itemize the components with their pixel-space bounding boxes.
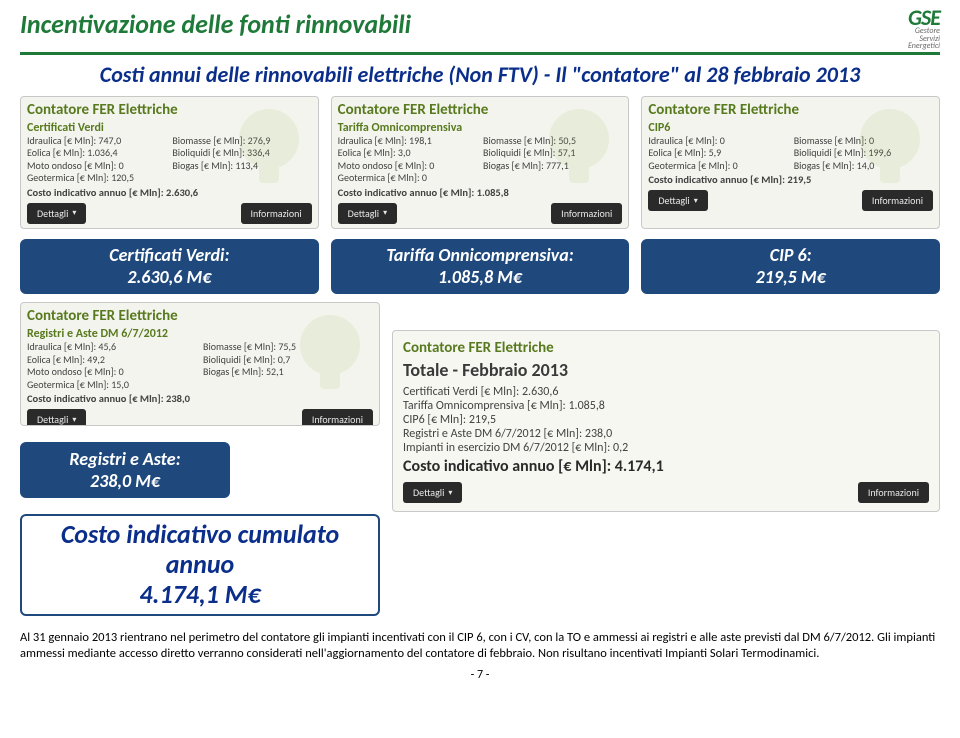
summary-line: Tariffa Onnicomprensiva: — [343, 245, 618, 267]
totale-title: Totale - Febbraio 2013 — [403, 359, 929, 381]
page-number: - 7 - — [0, 668, 960, 682]
chevron-down-icon: ▾ — [383, 208, 387, 218]
chevron-down-icon: ▾ — [694, 196, 698, 206]
counter-head: Contatore FER Elettriche — [338, 101, 623, 119]
tot-line: CIP6 [€ Mln]: 219,5 — [403, 413, 929, 427]
counter-tariffa-omnicomprensiva: Contatore FER Elettriche Tariffa Omnicom… — [331, 96, 630, 229]
costo-line: Costo indicativo annuo [€ Mln]: 219,5 — [648, 173, 933, 186]
costo-line: Costo indicativo annuo [€ Mln]: 1.085,8 — [338, 186, 623, 199]
gse-logo: GSE Gestore Servizi Energetici — [908, 8, 940, 50]
cumulato-value: 4.174,1 M€ — [30, 580, 370, 610]
informazioni-button[interactable]: Informazioni — [241, 203, 312, 224]
footnote: Al 31 gennaio 2013 rientrano nel perimet… — [0, 616, 960, 663]
summary-value: 2.630,6 M€ — [32, 267, 307, 289]
summary-row-1: Certificati Verdi: 2.630,6 M€ Tariffa On… — [0, 229, 960, 294]
summary-line: CIP 6: — [653, 245, 928, 267]
informazioni-button[interactable]: Informazioni — [302, 409, 373, 426]
dettagli-button[interactable]: Dettagli▾ — [338, 203, 397, 224]
dettagli-button[interactable]: Dettagli▾ — [648, 190, 707, 211]
summary-cip6: CIP 6: 219,5 M€ — [641, 239, 940, 294]
counter-cip6: Contatore FER Elettriche CIP6 Idraulica … — [641, 96, 940, 229]
counter-head: Contatore FER Elettriche — [648, 101, 933, 119]
totale-panel: Contatore FER Elettriche Totale - Febbra… — [392, 330, 940, 512]
counter-head: Contatore FER Elettriche — [403, 339, 929, 357]
summary-cv: Certificati Verdi: 2.630,6 M€ — [20, 239, 319, 294]
tot-line: Certificati Verdi [€ Mln]: 2.630,6 — [403, 385, 929, 399]
data-line: Geotermica [€ Mln]: 0 — [338, 172, 477, 185]
informazioni-button[interactable]: Informazioni — [551, 203, 622, 224]
cumulato-line: Costo indicativo cumulato annuo — [30, 520, 370, 580]
counter-registri-aste: Contatore FER Elettriche Registri e Aste… — [20, 302, 380, 426]
data-line: Geotermica [€ Mln]: 120,5 — [27, 172, 166, 185]
summary-to: Tariffa Onnicomprensiva: 1.085,8 M€ — [331, 239, 630, 294]
header-underline — [20, 52, 940, 55]
data-line: Moto ondoso [€ Mln]: 0 — [27, 366, 197, 379]
tot-line: Registri e Aste DM 6/7/2012 [€ Mln]: 238… — [403, 427, 929, 441]
summary-value: 1.085,8 M€ — [343, 267, 618, 289]
data-line: Biogas [€ Mln]: 777,1 — [483, 160, 622, 173]
scheme-label: Certificati Verdi — [27, 121, 312, 135]
tot-line: Tariffa Omnicomprensiva [€ Mln]: 1.085,8 — [403, 399, 929, 413]
summary-value: 238,0 M€ — [32, 470, 218, 492]
summary-line: Registri e Aste: — [32, 448, 218, 470]
data-line: Biogas [€ Mln]: 113,4 — [172, 160, 311, 173]
scheme-label: Tariffa Omnicomprensiva — [338, 121, 623, 135]
page-title: Incentivazione delle fonti rinnovabili — [20, 8, 411, 40]
data-line: Biogas [€ Mln]: 52,1 — [203, 366, 373, 379]
tot-line: Impianti in esercizio DM 6/7/2012 [€ Mln… — [403, 441, 929, 455]
slide-subtitle: Costi annui delle rinnovabili elettriche… — [0, 59, 960, 96]
summary-line: Certificati Verdi: — [32, 245, 307, 267]
summary-cumulato: Costo indicativo cumulato annuo 4.174,1 … — [20, 514, 380, 616]
summary-registri: Registri e Aste: 238,0 M€ — [20, 442, 230, 498]
counter-row-1: Contatore FER Elettriche Certificati Ver… — [0, 96, 960, 229]
chevron-down-icon: ▾ — [72, 208, 76, 218]
scheme-label: CIP6 — [648, 121, 933, 135]
tot-final: Costo indicativo annuo [€ Mln]: 4.174,1 — [403, 457, 929, 476]
summary-value: 219,5 M€ — [653, 267, 928, 289]
dettagli-button[interactable]: Dettagli▾ — [27, 203, 86, 224]
logo-sub: Energetici — [908, 43, 940, 50]
costo-line: Costo indicativo annuo [€ Mln]: 238,0 — [27, 392, 373, 405]
costo-line: Costo indicativo annuo [€ Mln]: 2.630,6 — [27, 186, 312, 199]
informazioni-button[interactable]: Informazioni — [862, 190, 933, 211]
chevron-down-icon: ▾ — [448, 488, 452, 498]
dettagli-button[interactable]: Dettagli▾ — [27, 409, 86, 426]
counter-head: Contatore FER Elettriche — [27, 307, 373, 325]
counter-row-2: Contatore FER Elettriche Registri e Aste… — [0, 294, 960, 616]
counter-head: Contatore FER Elettriche — [27, 101, 312, 119]
counter-certificati-verdi: Contatore FER Elettriche Certificati Ver… — [20, 96, 319, 229]
data-line: Geotermica [€ Mln]: 15,0 — [27, 379, 197, 392]
data-line: Biogas [€ Mln]: 14,0 — [794, 160, 933, 173]
data-line: Geotermica [€ Mln]: 0 — [648, 160, 787, 173]
data-line: Idraulica [€ Mln]: 45,6 — [27, 341, 197, 354]
chevron-down-icon: ▾ — [72, 415, 76, 425]
scheme-label: Registri e Aste DM 6/7/2012 — [27, 327, 373, 341]
informazioni-button[interactable]: Informazioni — [858, 482, 929, 503]
data-line: Biomasse [€ Mln]: 75,5 — [203, 341, 373, 354]
dettagli-button[interactable]: Dettagli▾ — [403, 482, 462, 503]
